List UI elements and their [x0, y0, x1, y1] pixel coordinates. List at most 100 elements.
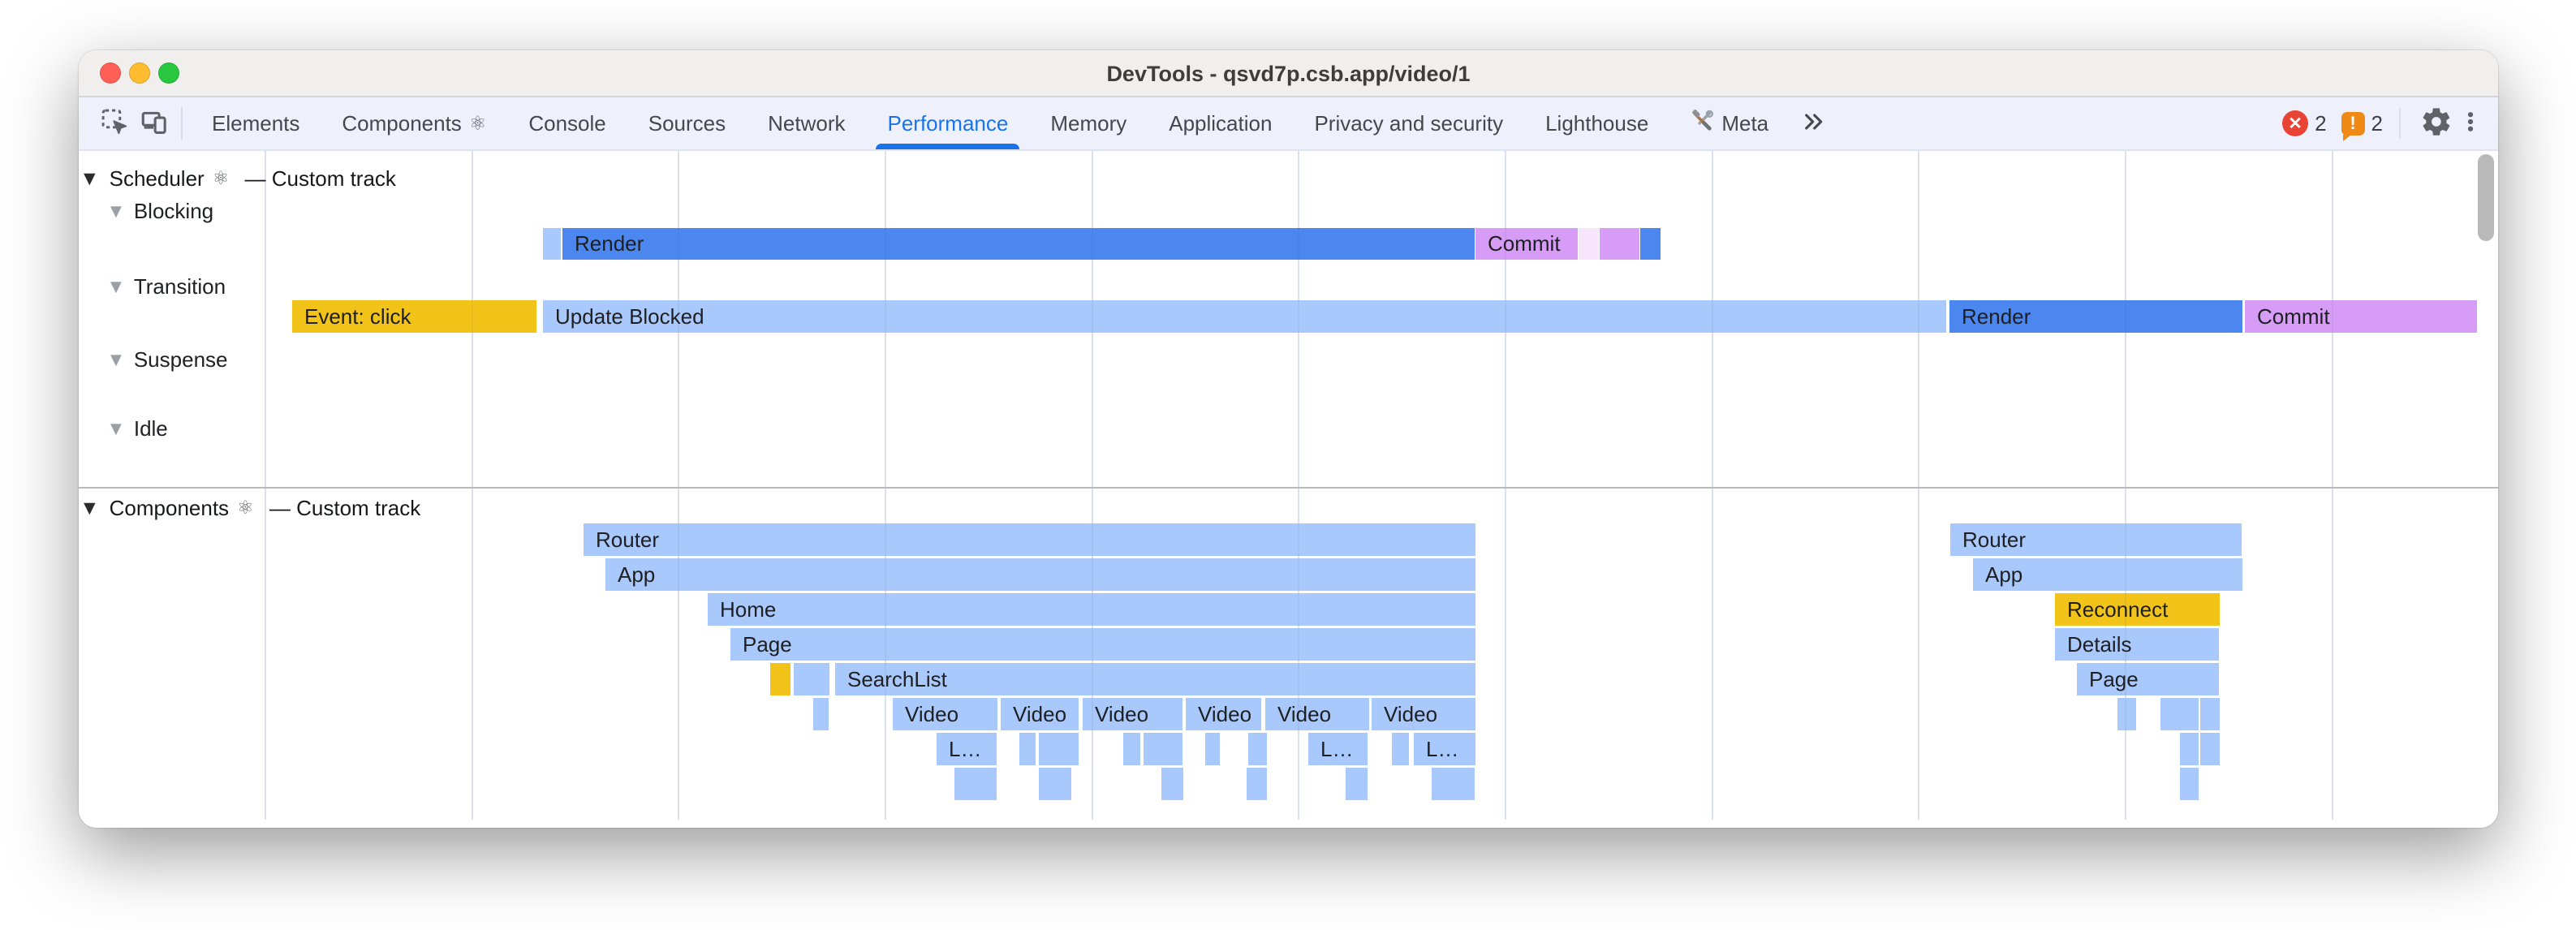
- tab-memory[interactable]: Memory: [1029, 97, 1148, 149]
- settings-button[interactable]: [2417, 101, 2456, 145]
- gridline: [1712, 151, 1713, 820]
- flame-bar[interactable]: [1432, 768, 1475, 800]
- flame-bar-video[interactable]: Video: [1372, 698, 1475, 730]
- flame-bar-commit[interactable]: Commit: [2245, 300, 2477, 333]
- flame-bar[interactable]: [794, 663, 829, 695]
- tab-application[interactable]: Application: [1148, 97, 1293, 149]
- tab-performance[interactable]: Performance: [866, 97, 1029, 149]
- tab-meta[interactable]: Meta: [1669, 97, 1790, 149]
- track-header-components[interactable]: ▼ Components ⚛ — Custom track: [84, 494, 420, 522]
- flame-bar[interactable]: [2117, 698, 2136, 730]
- flame-bar-video[interactable]: Video: [1083, 698, 1182, 730]
- flame-bar[interactable]: [954, 768, 997, 800]
- flame-bar[interactable]: [543, 228, 561, 260]
- error-icon[interactable]: ✕: [2282, 110, 2309, 136]
- flame-bar[interactable]: [2180, 733, 2199, 765]
- flame-bar-router[interactable]: Router: [584, 523, 1475, 556]
- tab-elements[interactable]: Elements: [191, 97, 321, 149]
- track-lane-label-blocking[interactable]: ▼ Blocking: [110, 198, 213, 224]
- flame-bar[interactable]: [813, 698, 829, 730]
- flame-bar[interactable]: [2180, 768, 2199, 800]
- flame-bar[interactable]: [1161, 768, 1183, 800]
- gridline-overlay: [1918, 151, 1919, 820]
- flame-bar[interactable]: [1640, 228, 1661, 260]
- flame-bar[interactable]: [1392, 733, 1409, 765]
- more-panels-button[interactable]: [1790, 109, 1838, 139]
- flame-bar-page[interactable]: Page: [730, 628, 1475, 661]
- flame-bar[interactable]: [1123, 733, 1140, 765]
- flame-bar-home[interactable]: Home: [708, 593, 1475, 626]
- tab-network[interactable]: Network: [747, 97, 866, 149]
- toolbar-right-group: ✕ 2 ! 2: [2282, 101, 2498, 145]
- flame-bar[interactable]: [1600, 228, 1639, 260]
- minimize-button[interactable]: [129, 62, 150, 84]
- window-titlebar[interactable]: DevTools - qsvd7p.csb.app/video/1: [79, 50, 2498, 97]
- flame-bar-event-click[interactable]: Event: click: [292, 300, 536, 333]
- flame-bar[interactable]: [1039, 768, 1071, 800]
- flame-bar[interactable]: [2200, 698, 2220, 730]
- inspect-icon: [101, 108, 128, 140]
- traffic-lights: [100, 62, 179, 84]
- flame-bar-router[interactable]: Router: [1950, 523, 2242, 556]
- double-chevron-right-icon: [1801, 109, 1827, 139]
- flame-bar-reconnect[interactable]: Reconnect: [2055, 593, 2220, 626]
- flame-bar[interactable]: [1019, 733, 1036, 765]
- flame-bar[interactable]: [1039, 733, 1079, 765]
- flame-bar-video[interactable]: Video: [1186, 698, 1261, 730]
- flame-bar[interactable]: [1346, 768, 1368, 800]
- panel-tab-strip: Elements Components ⚛ Console Sources Network…: [191, 97, 1790, 149]
- track-lane-label-suspense[interactable]: ▼ Suspense: [110, 347, 228, 372]
- flame-bar[interactable]: [1144, 733, 1182, 765]
- flame-bar-video[interactable]: Video: [1001, 698, 1079, 730]
- close-button[interactable]: [100, 62, 121, 84]
- flame-bar-video[interactable]: Video: [1265, 698, 1369, 730]
- flame-bar[interactable]: [1247, 768, 1267, 800]
- zoom-button[interactable]: [158, 62, 179, 84]
- flame-bar-details[interactable]: Details: [2055, 628, 2219, 661]
- tools-icon: [1691, 109, 1714, 138]
- flame-bar-l[interactable]: L…: [1414, 733, 1475, 765]
- track-header-scheduler[interactable]: ▼ Scheduler ⚛ — Custom track: [84, 165, 396, 192]
- flame-bar-app[interactable]: App: [1973, 558, 2242, 591]
- flame-bar-l[interactable]: L…: [1308, 733, 1368, 765]
- error-count[interactable]: 2: [2315, 110, 2327, 136]
- flame-bar[interactable]: [1205, 733, 1220, 765]
- flame-bar-commit[interactable]: Commit: [1475, 228, 1578, 260]
- flame-bar-render[interactable]: Render: [1949, 300, 2242, 333]
- flame-bar-page[interactable]: Page: [2077, 663, 2219, 695]
- flame-bar-video[interactable]: Video: [893, 698, 997, 730]
- flame-bar[interactable]: [770, 663, 790, 695]
- flame-bar-l[interactable]: L…: [937, 733, 997, 765]
- tab-lighthouse[interactable]: Lighthouse: [1524, 97, 1669, 149]
- collapse-triangle-icon: ▼: [110, 202, 122, 220]
- flame-bar[interactable]: [2200, 733, 2220, 765]
- tab-privacy-and-security[interactable]: Privacy and security: [1293, 97, 1524, 149]
- toolbar-divider: [181, 107, 183, 140]
- lane-label: Transition: [133, 273, 226, 299]
- device-toolbar-icon: [140, 108, 167, 140]
- track-lane-label-transition[interactable]: ▼ Transition: [110, 273, 226, 299]
- inspect-element-button[interactable]: [95, 101, 134, 145]
- tab-console[interactable]: Console: [507, 97, 627, 149]
- vertical-scrollbar-thumb[interactable]: [2478, 154, 2494, 241]
- tab-components[interactable]: Components ⚛: [321, 97, 507, 149]
- flame-bar[interactable]: [2160, 698, 2199, 730]
- track-lane-label-idle[interactable]: ▼ Idle: [110, 415, 168, 441]
- tab-sources[interactable]: Sources: [627, 97, 747, 149]
- customize-devtools-button[interactable]: [2456, 101, 2485, 145]
- gridline-overlay: [1712, 151, 1713, 820]
- warning-icon[interactable]: !: [2341, 111, 2365, 141]
- gridline: [265, 151, 266, 820]
- active-tab-underline: [876, 144, 1020, 149]
- flame-bar-searchlist[interactable]: SearchList: [835, 663, 1475, 695]
- flame-bar-app[interactable]: App: [605, 558, 1475, 591]
- track-name: Scheduler: [109, 166, 205, 191]
- flame-bar-render[interactable]: Render: [562, 228, 1475, 260]
- flame-bar[interactable]: [1248, 733, 1267, 765]
- toggle-device-toolbar-button[interactable]: [134, 101, 173, 145]
- warning-count[interactable]: 2: [2371, 110, 2383, 136]
- flame-bar-update-blocked[interactable]: Update Blocked: [543, 300, 1946, 333]
- gridline-overlay: [1505, 151, 1506, 820]
- tab-label: Sources: [648, 110, 726, 136]
- flame-bar[interactable]: [1579, 228, 1599, 260]
